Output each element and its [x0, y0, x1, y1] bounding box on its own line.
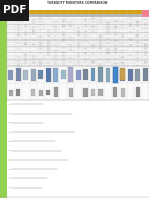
Bar — [83, 69, 88, 80]
Bar — [83, 88, 88, 97]
Bar — [142, 10, 149, 17]
Bar — [7, 45, 149, 46]
Bar — [7, 10, 149, 14]
Bar — [7, 17, 149, 19]
Bar — [7, 25, 149, 27]
Bar — [7, 35, 149, 37]
Bar — [7, 24, 149, 25]
Bar — [7, 53, 149, 55]
Bar — [120, 69, 125, 81]
Bar — [46, 90, 50, 95]
Bar — [39, 89, 43, 96]
Bar — [54, 87, 58, 97]
Bar — [7, 57, 149, 59]
Bar — [7, 59, 149, 60]
Bar — [7, 65, 149, 66]
Bar — [7, 33, 149, 34]
Bar — [68, 68, 73, 82]
Bar — [120, 68, 125, 80]
Bar — [98, 68, 103, 82]
Bar — [7, 28, 149, 29]
Bar — [7, 29, 149, 30]
Bar — [7, 61, 149, 62]
Bar — [7, 51, 149, 52]
Bar — [7, 37, 149, 38]
Bar — [9, 113, 10, 114]
Bar — [7, 31, 149, 33]
Bar — [7, 42, 149, 43]
Bar — [7, 64, 149, 65]
Bar — [16, 68, 21, 81]
Bar — [7, 46, 149, 47]
Bar — [9, 104, 10, 105]
Bar — [38, 70, 43, 79]
Bar — [113, 70, 118, 79]
Bar — [7, 23, 149, 24]
Bar — [7, 66, 149, 100]
Bar — [7, 50, 149, 51]
Bar — [0, 0, 29, 21]
Bar — [9, 122, 10, 124]
Bar — [9, 159, 10, 161]
Bar — [9, 169, 10, 170]
Bar — [7, 14, 149, 17]
Bar — [61, 70, 66, 79]
Bar — [9, 187, 10, 188]
Text: PDF: PDF — [3, 5, 27, 15]
Bar — [91, 89, 95, 96]
Bar — [7, 27, 149, 28]
Bar — [121, 88, 125, 97]
Bar — [143, 68, 148, 82]
Bar — [7, 21, 149, 23]
Bar — [31, 89, 35, 96]
Bar — [7, 41, 149, 42]
Bar — [53, 68, 58, 82]
Bar — [7, 52, 149, 53]
Bar — [9, 131, 10, 133]
Bar — [113, 87, 117, 97]
Bar — [9, 89, 13, 96]
Bar — [0, 101, 149, 198]
Bar — [23, 69, 28, 80]
Bar — [98, 89, 103, 96]
Bar — [7, 19, 149, 20]
Bar — [7, 20, 149, 21]
Bar — [76, 70, 80, 80]
Bar — [7, 48, 149, 50]
Bar — [0, 0, 7, 198]
Bar — [113, 67, 118, 83]
Bar — [7, 43, 149, 44]
Bar — [135, 69, 140, 81]
Bar — [91, 69, 95, 81]
Bar — [7, 63, 149, 64]
Bar — [105, 68, 110, 82]
Bar — [9, 178, 10, 179]
Bar — [7, 39, 149, 41]
Bar — [7, 60, 149, 61]
Bar — [46, 68, 51, 82]
Bar — [136, 87, 140, 97]
Bar — [7, 38, 149, 39]
Text: TURBIDITY MONITORS COMPARISON: TURBIDITY MONITORS COMPARISON — [47, 1, 108, 5]
Bar — [7, 56, 149, 57]
Bar — [16, 89, 20, 96]
Bar — [9, 141, 10, 142]
Bar — [0, 101, 7, 198]
Bar — [31, 69, 36, 81]
Bar — [69, 88, 73, 97]
Bar — [9, 150, 10, 151]
Bar — [7, 34, 149, 35]
Bar — [7, 30, 149, 31]
Bar — [128, 69, 133, 81]
Bar — [7, 55, 149, 56]
Bar — [8, 70, 13, 80]
Bar — [7, 47, 149, 48]
